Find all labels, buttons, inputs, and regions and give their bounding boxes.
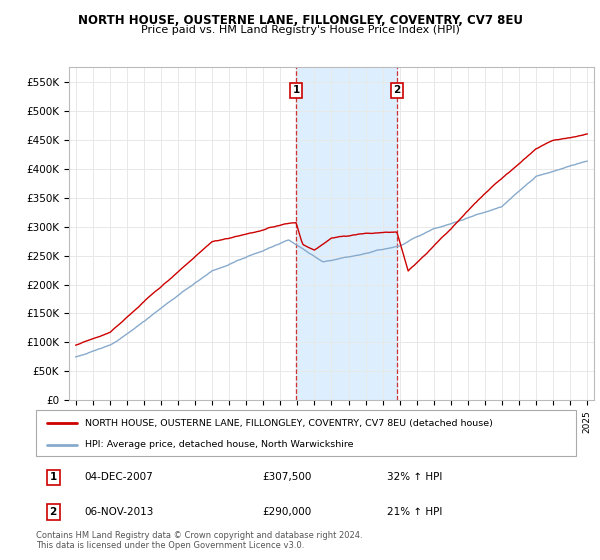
Text: 2: 2 bbox=[49, 507, 57, 517]
Text: £290,000: £290,000 bbox=[263, 507, 312, 517]
Text: 32% ↑ HPI: 32% ↑ HPI bbox=[387, 473, 442, 483]
Text: Contains HM Land Registry data © Crown copyright and database right 2024.
This d: Contains HM Land Registry data © Crown c… bbox=[36, 531, 362, 550]
Text: 1: 1 bbox=[49, 473, 57, 483]
Text: 04-DEC-2007: 04-DEC-2007 bbox=[85, 473, 154, 483]
Text: Price paid vs. HM Land Registry's House Price Index (HPI): Price paid vs. HM Land Registry's House … bbox=[140, 25, 460, 35]
Text: £307,500: £307,500 bbox=[263, 473, 312, 483]
Text: 2: 2 bbox=[394, 85, 401, 95]
Text: 06-NOV-2013: 06-NOV-2013 bbox=[85, 507, 154, 517]
FancyBboxPatch shape bbox=[36, 410, 576, 456]
Bar bbox=[296, 67, 397, 400]
Text: 21% ↑ HPI: 21% ↑ HPI bbox=[387, 507, 442, 517]
Text: HPI: Average price, detached house, North Warwickshire: HPI: Average price, detached house, Nort… bbox=[85, 440, 353, 450]
Text: NORTH HOUSE, OUSTERNE LANE, FILLONGLEY, COVENTRY, CV7 8EU (detached house): NORTH HOUSE, OUSTERNE LANE, FILLONGLEY, … bbox=[85, 419, 493, 428]
Text: 1: 1 bbox=[292, 85, 299, 95]
Text: NORTH HOUSE, OUSTERNE LANE, FILLONGLEY, COVENTRY, CV7 8EU: NORTH HOUSE, OUSTERNE LANE, FILLONGLEY, … bbox=[77, 14, 523, 27]
